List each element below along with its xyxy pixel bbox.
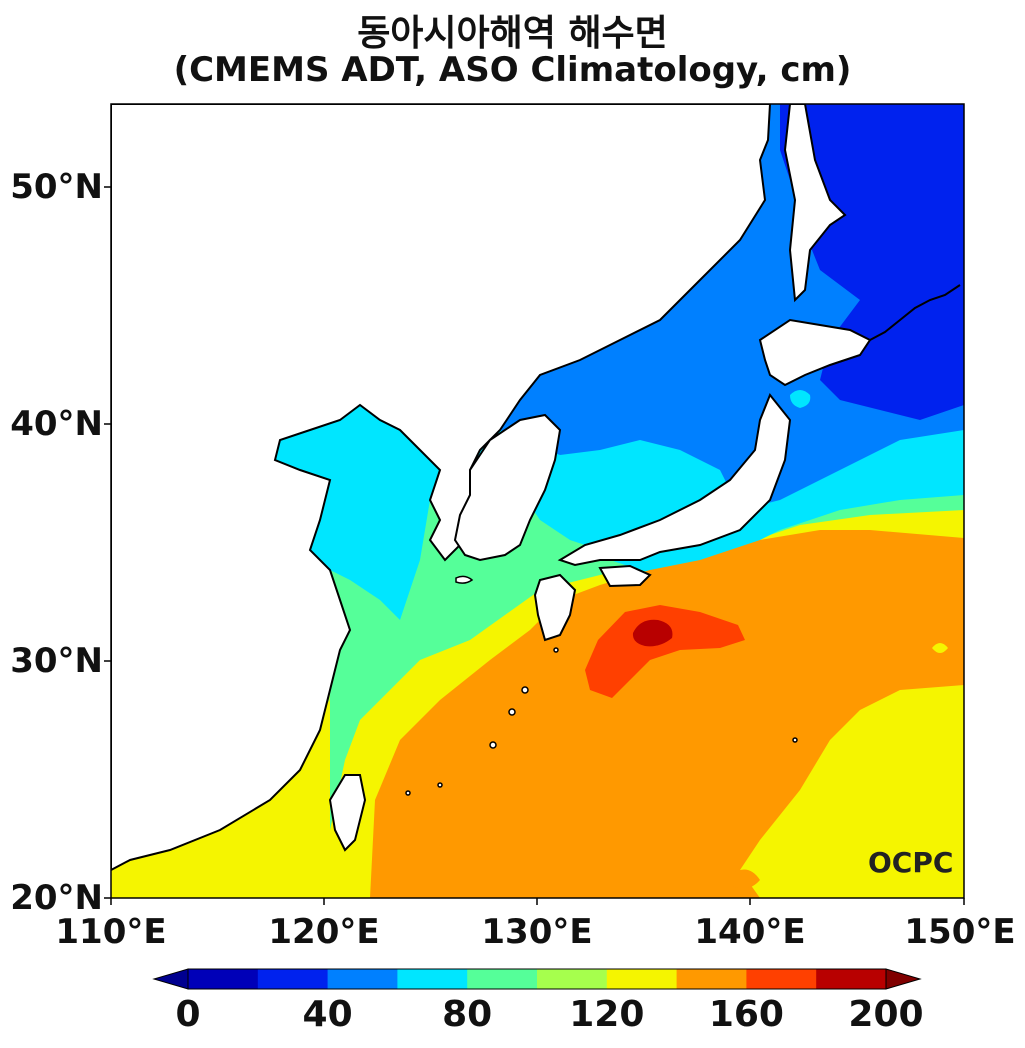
colorbar-segment-160-180 <box>746 969 817 989</box>
land-shikoku <box>598 564 652 588</box>
colorbar-segment-180-200 <box>816 969 887 989</box>
ocean-band-20-40 <box>780 104 964 420</box>
colorbar-label-40: 40 <box>302 994 353 1035</box>
bohai-sea <box>290 415 372 465</box>
land-hokkaido <box>758 318 872 387</box>
ocean-patch-yellow-small <box>932 643 948 653</box>
colorbar-segment-60-80 <box>397 969 468 989</box>
map-field <box>111 104 964 898</box>
ocpc-logo: OCPC <box>868 846 954 879</box>
colorbar-label-120: 120 <box>569 994 645 1035</box>
land-honshu <box>557 393 792 567</box>
land-taiwan <box>328 774 367 852</box>
ocean-band-160-180 <box>585 605 745 698</box>
land-islet <box>792 737 798 743</box>
lon-tick-150: 150°E <box>904 912 1016 952</box>
land-korea <box>453 413 562 562</box>
ocean-patch-cyan-small <box>790 390 811 408</box>
colorbar-label-0: 0 <box>175 994 201 1035</box>
colorbar-segment-120-140 <box>606 969 678 989</box>
lat-tick-30: 30°N <box>10 641 103 681</box>
colorbar-over-arrow <box>885 968 922 990</box>
colorbar-segment-0-20 <box>188 969 259 989</box>
ocean-patch-cyan <box>905 445 964 480</box>
land-ryukyu-2 <box>508 708 516 716</box>
land-kyushu <box>533 573 577 642</box>
land-ryukyu-6 <box>553 647 559 653</box>
ocean-band-180-200 <box>632 619 673 647</box>
axis-ticks <box>104 186 965 905</box>
colorbar-segment-80-100 <box>467 969 538 989</box>
ocean-patch-yellow <box>745 690 964 898</box>
colorbar-label-200: 200 <box>848 994 924 1035</box>
lat-tick-20: 20°N <box>10 878 103 918</box>
lat-tick-40: 40°N <box>10 404 103 444</box>
land-jeju <box>455 575 474 584</box>
colorbar-segment-140-160 <box>676 969 747 989</box>
land-ryukyu-5 <box>405 790 411 796</box>
map-subtitle: (CMEMS ADT, ASO Climatology, cm) <box>173 50 852 90</box>
lon-tick-130: 130°E <box>481 912 593 952</box>
colorbar-segment-20-40 <box>257 969 329 989</box>
lon-tick-140: 140°E <box>694 912 806 952</box>
lon-tick-120: 120°E <box>268 912 380 952</box>
lon-tick-110: 110°E <box>55 912 167 952</box>
land-ryukyu-3 <box>489 741 497 749</box>
colorbar-label-160: 160 <box>708 994 784 1035</box>
land-ryukyu-4 <box>437 782 443 788</box>
ocean-patch-orange-small <box>730 869 760 889</box>
land-ryukyu-1 <box>521 686 529 694</box>
colorbar <box>152 968 922 990</box>
land-sakhalin <box>783 104 847 303</box>
land-kuril-islands <box>869 284 961 341</box>
land-asia <box>111 104 772 872</box>
ocean-band-140-160 <box>370 530 964 898</box>
colorbar-segment-40-60 <box>327 969 398 989</box>
map-title: 동아시아해역 해수면 <box>357 13 668 54</box>
lat-tick-50: 50°N <box>10 167 103 207</box>
colorbar-frame <box>187 968 887 990</box>
colorbar-segment-100-120 <box>537 969 608 989</box>
colorbar-label-80: 80 <box>442 994 493 1035</box>
colorbar-under-arrow <box>152 968 189 990</box>
